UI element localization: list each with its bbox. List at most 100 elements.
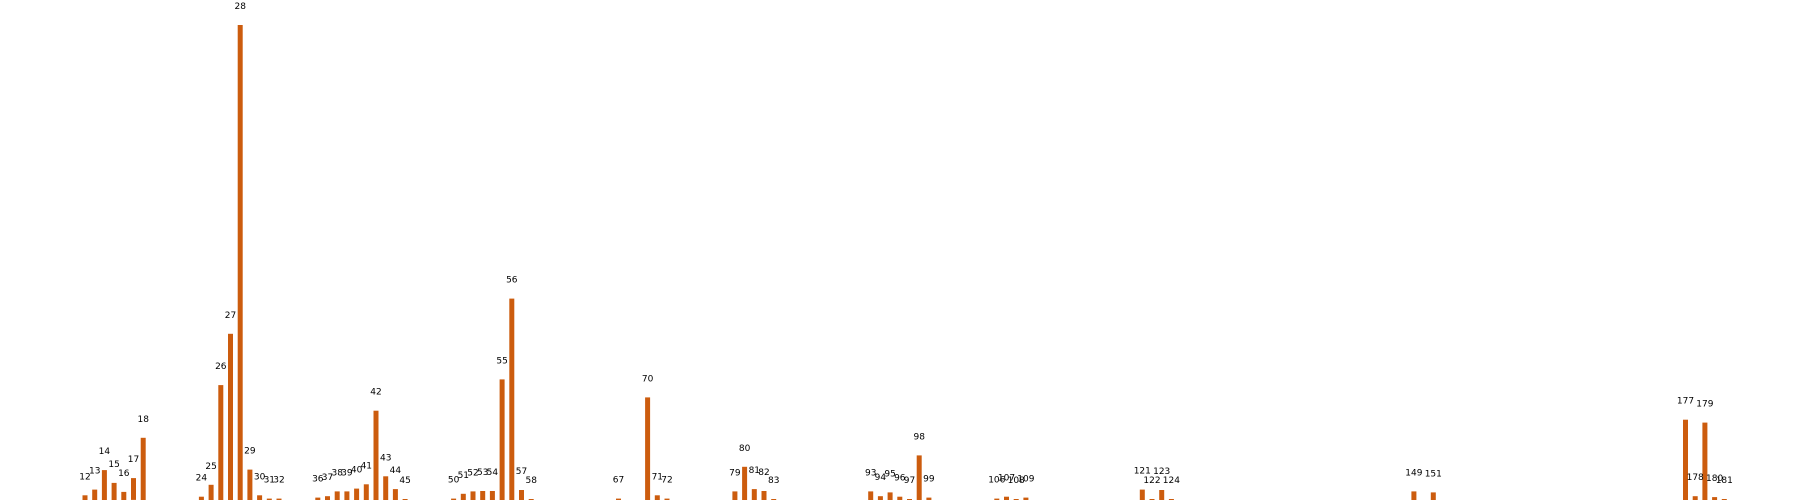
bar-15 (111, 482, 117, 500)
bar-label-67: 67 (613, 476, 624, 486)
bar-38 (334, 491, 340, 500)
bar-label-28: 28 (234, 2, 246, 12)
bar-180 (1712, 497, 1718, 500)
bar-label-15: 15 (108, 460, 119, 470)
bar-52 (470, 491, 476, 500)
bar-label-97: 97 (904, 476, 915, 486)
bar-80 (742, 466, 748, 500)
bar-24 (198, 496, 204, 500)
bar-81 (751, 489, 757, 500)
bar-label-42: 42 (370, 388, 381, 398)
bar-label-122: 122 (1143, 476, 1160, 486)
bar-42 (373, 410, 379, 500)
bar-label-151: 151 (1425, 469, 1442, 479)
bar-32 (276, 498, 282, 500)
bar-label-27: 27 (225, 311, 236, 321)
bar-label-71: 71 (652, 472, 663, 482)
bar-95 (887, 492, 893, 500)
bar-label-37: 37 (322, 473, 333, 483)
bar-178 (1692, 496, 1698, 500)
bar-label-40: 40 (351, 466, 363, 476)
bar-label-56: 56 (506, 276, 518, 286)
bar-36 (315, 497, 321, 500)
bar-label-95: 95 (884, 469, 895, 479)
bar-label-44: 44 (390, 466, 402, 476)
bar-14 (101, 470, 107, 500)
bar-label-124: 124 (1163, 476, 1180, 486)
bar-18 (140, 437, 146, 500)
bar-label-83: 83 (768, 476, 779, 486)
bar-53 (480, 491, 486, 500)
bar-label-96: 96 (894, 474, 906, 484)
bar-label-123: 123 (1153, 467, 1170, 477)
bar-179 (1702, 422, 1708, 500)
bar-label-24: 24 (196, 474, 208, 484)
bar-label-38: 38 (331, 468, 343, 478)
bar-79 (732, 491, 738, 500)
bar-40 (354, 488, 360, 500)
bars-group (82, 25, 1727, 500)
bar-71 (654, 495, 660, 500)
bar-13 (92, 489, 98, 500)
bar-label-70: 70 (642, 374, 654, 384)
bar-43 (383, 476, 389, 500)
bar-label-12: 12 (79, 472, 90, 482)
bar-label-39: 39 (341, 468, 353, 478)
bar-123 (1159, 490, 1165, 500)
bar-55 (499, 379, 505, 500)
bar-label-57: 57 (516, 467, 527, 477)
bar-label-180: 180 (1706, 474, 1723, 484)
bar-label-26: 26 (215, 362, 227, 372)
bar-label-107: 107 (998, 474, 1015, 484)
bar-17 (131, 478, 136, 500)
bar-107 (1004, 496, 1009, 500)
bar-label-79: 79 (729, 468, 741, 478)
bar-149 (1411, 491, 1417, 500)
bar-label-32: 32 (273, 476, 284, 486)
bar-label-41: 41 (361, 461, 372, 471)
bar-28 (237, 25, 243, 500)
bar-16 (121, 491, 127, 500)
bar-27 (228, 333, 233, 500)
bar-label-80: 80 (739, 444, 751, 454)
bar-50 (451, 498, 457, 500)
bar-177 (1683, 419, 1688, 500)
bar-label-13: 13 (89, 467, 100, 477)
bar-label-109: 109 (1017, 475, 1034, 485)
bar-label-51: 51 (458, 471, 469, 481)
bar-54 (489, 491, 495, 500)
bar-70 (645, 397, 651, 500)
bar-label-54: 54 (487, 468, 499, 478)
bar-25 (208, 484, 214, 500)
bar-72 (664, 498, 670, 500)
bar-label-58: 58 (525, 476, 537, 486)
bar-label-16: 16 (118, 469, 130, 479)
bar-label-81: 81 (749, 466, 760, 476)
bar-label-93: 93 (865, 468, 876, 478)
bar-label-52: 52 (467, 468, 478, 478)
bar-label-82: 82 (758, 468, 769, 478)
bar-44 (392, 489, 398, 500)
bar-151 (1430, 492, 1436, 500)
bar-31 (266, 498, 272, 500)
bar-label-36: 36 (312, 475, 324, 485)
bar-37 (325, 496, 330, 500)
bar-30 (257, 495, 263, 500)
bar-label-50: 50 (448, 476, 460, 486)
bar-106 (994, 498, 1000, 500)
bar-109 (1023, 497, 1029, 500)
bar-26 (218, 385, 224, 500)
bar-51 (460, 493, 466, 500)
bar-98 (916, 455, 922, 500)
bar-label-99: 99 (923, 475, 935, 485)
bar-label-17: 17 (128, 455, 139, 465)
bar-label-177: 177 (1677, 397, 1694, 407)
bar-121 (1139, 489, 1145, 500)
bar-93 (868, 491, 874, 500)
bar-82 (761, 491, 767, 500)
bar-label-55: 55 (496, 356, 507, 366)
bar-label-94: 94 (875, 473, 887, 483)
bar-57 (519, 490, 524, 500)
